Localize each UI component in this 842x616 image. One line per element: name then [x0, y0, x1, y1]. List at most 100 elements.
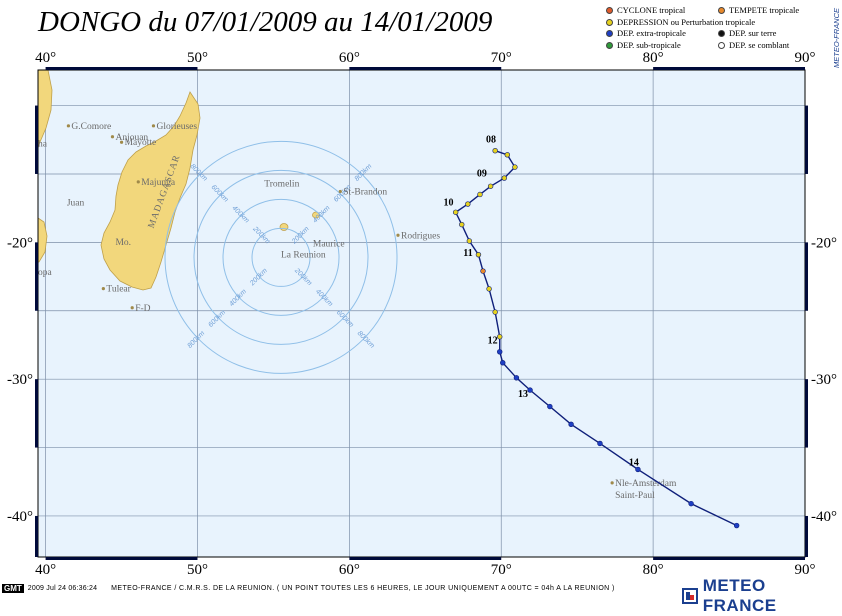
frame-band [35, 105, 38, 174]
day-label: 09 [477, 169, 487, 180]
legend-label: TEMPETE tropicale [729, 5, 800, 15]
frame-band [45, 557, 198, 560]
track-point [497, 334, 503, 340]
gmt-timestamp: 2009 Jul 24 06:36:24 [27, 585, 98, 592]
track-point [733, 522, 740, 529]
map-frame [35, 67, 808, 560]
lat-tick-label: -30° [811, 372, 837, 388]
meteo-france-logo-icon [682, 588, 698, 604]
place-marker-icon [610, 481, 614, 485]
legend-item-cyclone: CYCLONE tropical [606, 5, 718, 17]
track-point [501, 175, 507, 181]
lon-tick-label: 40° [35, 562, 56, 578]
day-label: 10 [444, 197, 454, 208]
place-label: ha [38, 140, 48, 150]
track-point [512, 164, 518, 170]
madagascar-island [100, 91, 201, 291]
footer-credit: METEO-FRANCE / C.M.R.S. DE LA REUNION. (… [111, 585, 615, 592]
frame-band [35, 379, 38, 448]
frame-band [805, 242, 808, 311]
place-label: F-D [135, 304, 150, 314]
track-point [492, 309, 498, 315]
legend-label: DEP. sub-tropicale [617, 39, 681, 50]
legend-label: DEPRESSION ou Perturbation tropicale [617, 16, 756, 27]
track-point [547, 403, 553, 410]
lon-tick-label: 80° [643, 562, 664, 578]
lat-tick-label: -30° [7, 372, 33, 388]
lon-tick-label: 50° [187, 50, 208, 66]
lat-tick-label: -40° [7, 509, 33, 525]
place-label: Majunga [141, 178, 176, 188]
track-point [452, 209, 459, 215]
track-point [597, 440, 603, 447]
place-label: Saint-Paul [615, 491, 655, 501]
legend-item-depression: DEPRESSION ou Perturbation tropicale [606, 17, 831, 29]
legend-dot-icon [606, 30, 613, 38]
frame-band [35, 242, 38, 311]
lat-tick-label: -20° [7, 235, 33, 251]
place-label: Mo. [115, 238, 131, 248]
track-point [500, 360, 506, 366]
legend-dot-icon [606, 41, 613, 49]
place-marker-icon [338, 189, 342, 194]
legend-item-overland: DEP. sur terre [718, 28, 830, 40]
legend-item-filling: DEP. se comblant [718, 40, 830, 52]
cyclone-track: 08 09 10 11 12 13 14 [444, 135, 740, 529]
frame-band [45, 67, 198, 70]
track-point [497, 349, 503, 355]
place-marker-icon [130, 306, 134, 310]
frame-band [653, 557, 805, 560]
legend-dot-icon [718, 41, 725, 49]
day-label: 12 [488, 336, 498, 347]
track-point [492, 148, 498, 154]
mauritius-island [312, 211, 320, 219]
place-marker-icon [66, 124, 71, 128]
place-label: Maurice [313, 239, 345, 249]
place-label: G.Comore [71, 122, 111, 132]
range-ring [164, 140, 398, 374]
legend-dot-icon [718, 7, 725, 15]
day-label: 13 [518, 389, 528, 400]
place-label: Nle-Amsterdam [615, 479, 677, 489]
track-point [527, 387, 533, 393]
track-point [477, 191, 483, 198]
meteo-france-logo-text: METEO FRANCE [702, 576, 777, 615]
track-point [480, 268, 486, 274]
meteo-france-logo: METEO FRANCE [682, 576, 842, 616]
track-point [568, 421, 574, 428]
day-label: 14 [629, 457, 639, 468]
lat-tick-label: -40° [811, 509, 837, 525]
legend-label: DEP. sur terre [729, 28, 777, 38]
legend-item-storm: TEMPETE tropicale [718, 5, 830, 17]
place-marker-icon [396, 233, 400, 237]
tick-labels: 40° 40° 50° 50° 60° 60° 70° 70° 80° 80° 90° 90° -20°… [7, 50, 837, 578]
track-point [459, 221, 465, 228]
legend-label: DEP. se comblant [729, 39, 790, 50]
frame-band [653, 67, 805, 70]
map-title: DONGO du 07/01/2009 au 14/01/2009 [38, 6, 493, 38]
track-point [465, 201, 471, 207]
place-label: Rodrigues [401, 231, 440, 241]
place-label: La Reunion [281, 250, 326, 260]
place-label: Mayotte [125, 138, 157, 148]
frame-band [349, 557, 502, 560]
day-label: 08 [486, 135, 496, 146]
place-label: Anjouan [115, 133, 148, 143]
legend-item-extratropical: DEP. extra-tropicale [606, 28, 718, 40]
track-point [635, 466, 641, 473]
gmt-badge: GMT [2, 584, 24, 593]
lon-tick-label: 60° [339, 50, 360, 66]
lon-tick-label: 40° [35, 50, 56, 66]
range-ring [193, 169, 369, 345]
lon-tick-label: 90° [795, 50, 816, 66]
lat-tick-label: -20° [811, 235, 837, 251]
legend-label: CYCLONE tropical [617, 5, 686, 15]
place-marker-icon [101, 287, 105, 291]
place-label: opa [38, 268, 53, 278]
place-marker-icon [119, 140, 124, 144]
track-point [504, 152, 511, 158]
frame-band [349, 67, 502, 70]
place-label: Tulear [106, 285, 131, 295]
place-marker-icon [151, 124, 156, 128]
track-point [487, 183, 494, 189]
